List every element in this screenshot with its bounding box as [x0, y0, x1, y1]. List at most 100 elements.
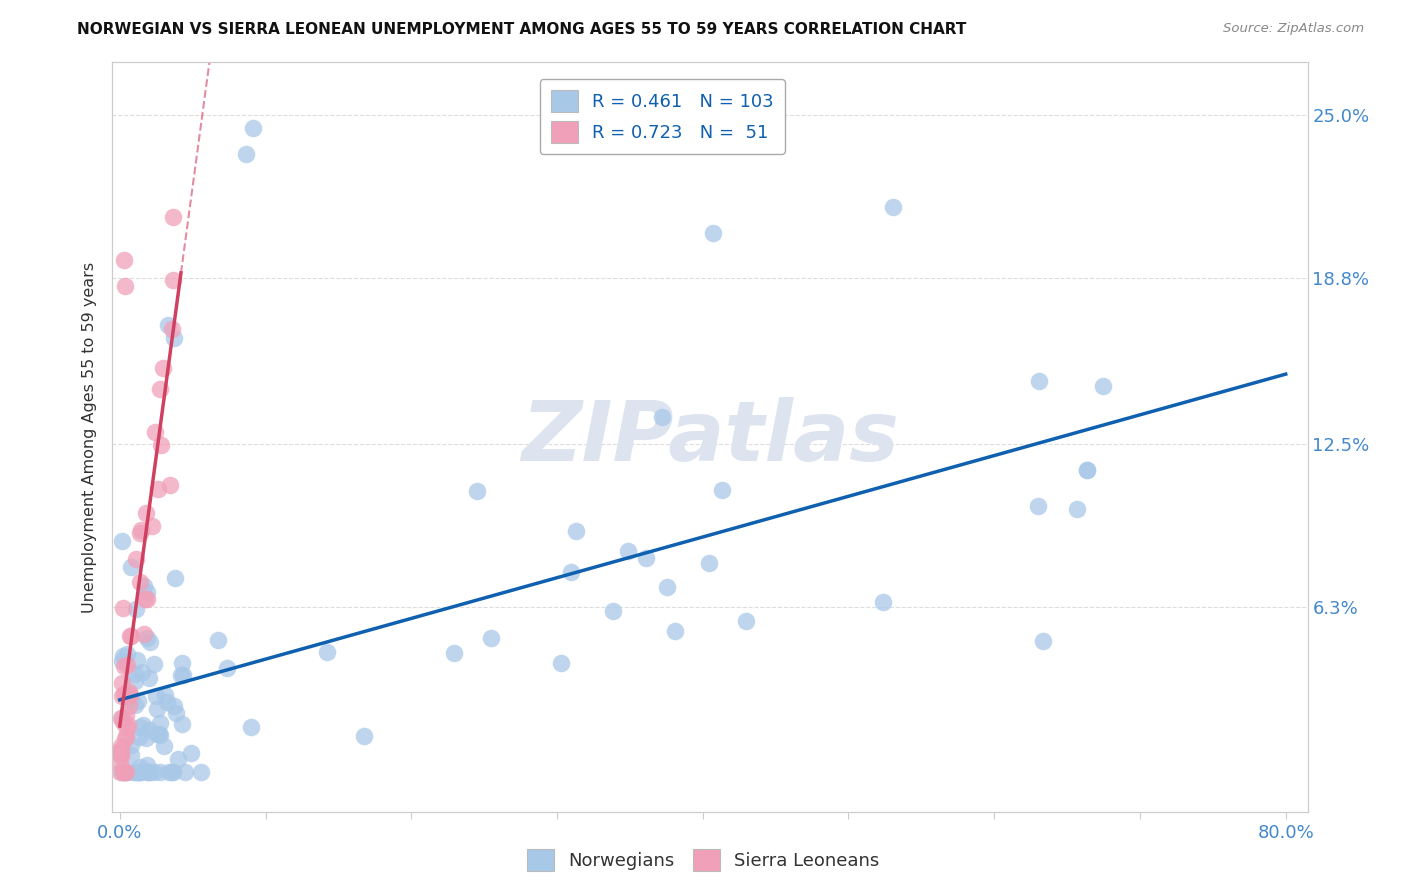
Point	[118, 699, 141, 714]
Point	[117, 717, 139, 731]
Point	[108, 745, 131, 759]
Point	[170, 717, 193, 731]
Point	[120, 560, 142, 574]
Text: Source: ZipAtlas.com: Source: ZipAtlas.com	[1223, 22, 1364, 36]
Point	[172, 656, 194, 670]
Point	[131, 764, 153, 779]
Point	[114, 279, 136, 293]
Point	[111, 765, 134, 780]
Point	[149, 438, 172, 452]
Point	[162, 273, 184, 287]
Point	[1028, 499, 1050, 513]
Point	[129, 574, 152, 589]
Point	[112, 765, 135, 780]
Point	[135, 506, 157, 520]
Point	[112, 765, 135, 780]
Point	[112, 687, 135, 701]
Point	[124, 674, 146, 689]
Point	[112, 649, 135, 664]
Point	[108, 744, 131, 758]
Point	[120, 693, 142, 707]
Point	[882, 200, 904, 214]
Point	[124, 666, 146, 681]
Point	[127, 652, 149, 666]
Point	[479, 631, 502, 645]
Point	[149, 715, 172, 730]
Point	[138, 765, 160, 780]
Point	[110, 748, 132, 763]
Point	[239, 720, 262, 734]
Point	[702, 227, 724, 241]
Point	[156, 318, 179, 333]
Point	[115, 689, 138, 703]
Point	[124, 698, 146, 713]
Point	[217, 660, 239, 674]
Point	[353, 729, 375, 743]
Point	[127, 765, 149, 780]
Point	[146, 482, 169, 496]
Point	[1092, 379, 1115, 393]
Point	[124, 765, 146, 780]
Point	[117, 722, 139, 736]
Point	[162, 698, 184, 713]
Point	[564, 524, 586, 539]
Point	[120, 629, 142, 643]
Point	[129, 526, 152, 541]
Point	[115, 765, 138, 780]
Point	[111, 654, 134, 668]
Point	[138, 723, 160, 738]
Point	[134, 579, 156, 593]
Point	[146, 727, 169, 741]
Point	[118, 685, 141, 699]
Point	[112, 765, 135, 780]
Point	[657, 580, 679, 594]
Point	[180, 746, 202, 760]
Point	[112, 658, 135, 673]
Point	[111, 690, 134, 704]
Point	[145, 690, 167, 704]
Point	[634, 551, 657, 566]
Text: ZIPatlas: ZIPatlas	[522, 397, 898, 477]
Point	[118, 689, 141, 703]
Point	[128, 765, 150, 780]
Point	[163, 331, 186, 345]
Point	[129, 760, 152, 774]
Point	[207, 632, 229, 647]
Point	[735, 614, 758, 628]
Point	[127, 694, 149, 708]
Point	[172, 667, 194, 681]
Point	[110, 743, 132, 757]
Y-axis label: Unemployment Among Ages 55 to 59 years: Unemployment Among Ages 55 to 59 years	[82, 261, 97, 613]
Point	[148, 727, 170, 741]
Point	[149, 383, 172, 397]
Point	[128, 731, 150, 745]
Point	[135, 765, 157, 780]
Point	[143, 425, 166, 440]
Point	[108, 765, 131, 780]
Point	[1076, 463, 1098, 477]
Point	[120, 748, 142, 763]
Point	[110, 711, 132, 725]
Point	[132, 718, 155, 732]
Point	[1066, 501, 1088, 516]
Point	[146, 701, 169, 715]
Point	[1028, 374, 1050, 388]
Point	[120, 691, 142, 706]
Point	[118, 629, 141, 643]
Point	[115, 765, 138, 780]
Point	[664, 624, 686, 638]
Point	[156, 695, 179, 709]
Point	[165, 706, 187, 721]
Point	[152, 361, 174, 376]
Point	[132, 626, 155, 640]
Point	[139, 635, 162, 649]
Point	[173, 765, 195, 780]
Point	[157, 765, 180, 780]
Point	[143, 657, 166, 672]
Point	[149, 765, 172, 780]
Point	[160, 322, 183, 336]
Point	[136, 585, 159, 599]
Point	[120, 738, 142, 752]
Point	[115, 647, 138, 661]
Point	[135, 731, 157, 745]
